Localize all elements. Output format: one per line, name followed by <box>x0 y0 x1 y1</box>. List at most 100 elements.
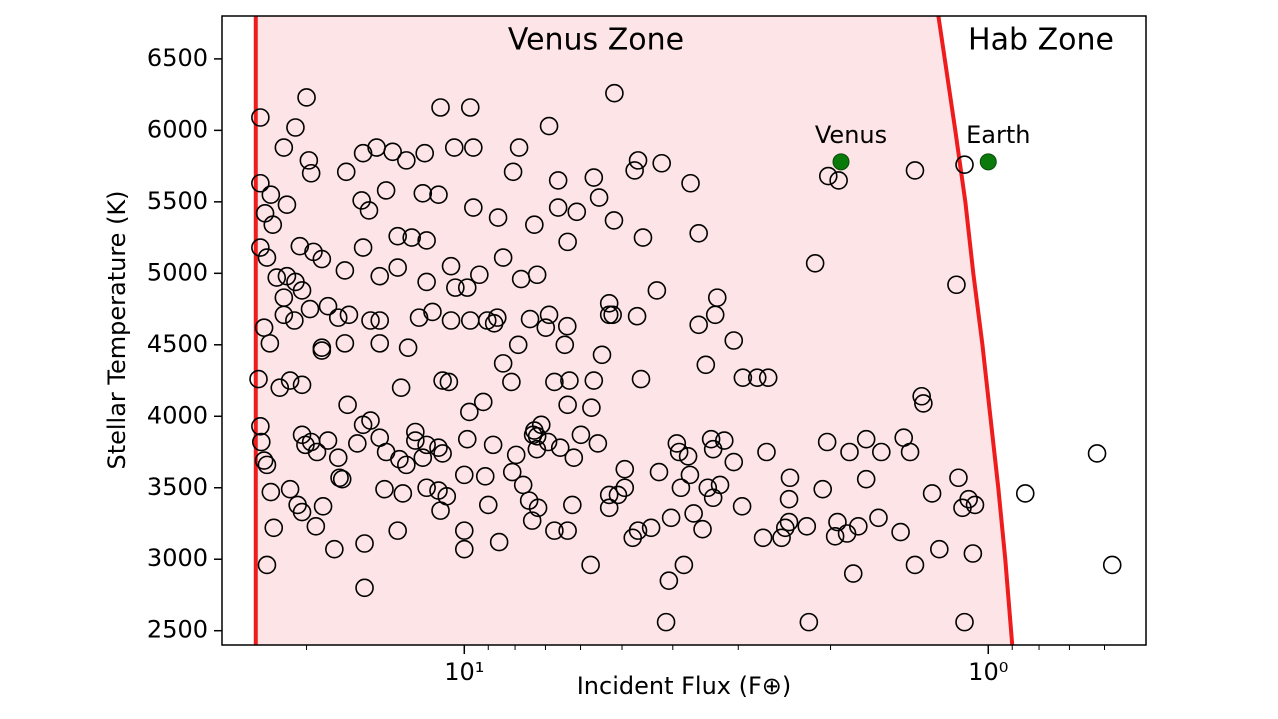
planet-marker <box>325 539 344 559</box>
zone-boundary <box>936 16 1015 645</box>
planet-marker <box>254 451 274 470</box>
planet-marker <box>558 232 577 252</box>
planet-marker <box>280 479 300 499</box>
planet-marker <box>799 612 819 632</box>
planet-marker <box>332 469 352 489</box>
y-tick-label: 6500 <box>147 44 208 72</box>
planet-marker <box>330 468 349 488</box>
planet-marker <box>671 478 691 498</box>
planet-marker <box>828 512 847 532</box>
planet-marker <box>470 265 489 285</box>
planet-marker <box>522 511 542 530</box>
planet-marker <box>328 308 348 327</box>
planet-marker <box>402 228 421 247</box>
planet-marker <box>528 498 548 518</box>
planet-marker <box>417 272 436 292</box>
planet-marker <box>328 448 348 468</box>
planet-marker <box>949 468 968 488</box>
planet-marker <box>318 296 338 316</box>
planet-marker <box>353 143 373 163</box>
planet-marker <box>335 261 355 280</box>
planet-marker <box>335 334 355 353</box>
planet-marker <box>965 495 985 515</box>
planet-marker <box>527 426 547 446</box>
planet-marker <box>963 544 983 563</box>
planet-marker <box>483 435 503 455</box>
planet-marker <box>678 446 698 466</box>
planet-marker <box>599 485 619 505</box>
planet-marker <box>631 369 651 389</box>
planet-marker <box>693 519 712 539</box>
planet-marker <box>589 188 609 207</box>
planet-marker <box>257 555 277 575</box>
planet-marker <box>313 497 333 516</box>
planet-marker <box>249 369 268 389</box>
zone-label: Hab Zone <box>968 23 1114 58</box>
planet-marker <box>588 434 608 453</box>
planet-marker <box>829 171 848 190</box>
planet-marker <box>361 311 380 330</box>
planet-marker <box>370 266 390 286</box>
planet-marker <box>415 143 435 163</box>
planet-marker <box>818 166 838 186</box>
planet-marker <box>732 497 752 516</box>
planet-marker <box>478 495 498 515</box>
planet-marker <box>383 142 402 162</box>
planet-marker <box>758 368 778 387</box>
planet-marker <box>724 452 744 472</box>
planet-marker <box>312 249 332 269</box>
planet-marker <box>656 612 676 632</box>
planet-marker <box>661 508 681 528</box>
planet-marker <box>780 468 800 488</box>
planet-marker <box>312 341 332 360</box>
planet-marker <box>560 371 579 390</box>
planet-marker <box>825 527 845 546</box>
planet-marker <box>433 371 452 390</box>
planet-marker <box>280 371 300 390</box>
planet-marker <box>696 355 716 375</box>
planet-marker <box>473 392 493 412</box>
planet-marker <box>397 151 416 170</box>
planet-marker <box>817 432 837 452</box>
y-tick-label: 3000 <box>147 544 208 572</box>
planet-marker <box>260 334 280 353</box>
planet-marker <box>599 498 619 518</box>
planet-marker <box>292 502 312 522</box>
planet-marker <box>856 429 876 449</box>
planet-marker <box>413 183 433 203</box>
planet-marker <box>460 98 480 117</box>
planet-marker <box>457 429 477 449</box>
planet-marker <box>460 402 479 422</box>
planet-marker <box>292 281 312 300</box>
planet-marker <box>1087 444 1107 463</box>
planet-marker <box>558 395 577 415</box>
planet-marker <box>649 462 669 482</box>
planet-marker <box>506 445 526 465</box>
y-tick-label: 5000 <box>147 258 208 286</box>
planet-marker <box>391 378 411 397</box>
planet-marker <box>444 138 464 157</box>
y-tick-label: 5500 <box>147 187 208 215</box>
planet-marker <box>849 517 868 536</box>
planet-marker <box>274 138 294 157</box>
y-tick-label: 4500 <box>147 330 208 358</box>
planet-marker <box>772 528 791 548</box>
planet-marker <box>681 173 700 193</box>
planet-marker <box>914 394 933 413</box>
y-tick-label: 2500 <box>147 616 208 644</box>
planet-marker <box>488 208 508 227</box>
planet-marker <box>429 185 448 204</box>
planet-marker <box>599 305 619 325</box>
planet-marker <box>592 345 612 365</box>
planet-marker <box>454 539 474 559</box>
planet-marker <box>608 485 628 505</box>
planet-marker <box>417 478 436 498</box>
highlight-point <box>979 153 997 171</box>
planet-marker <box>355 578 374 598</box>
planet-marker <box>413 448 433 468</box>
planet-marker <box>539 305 559 325</box>
planet-marker <box>545 521 564 540</box>
planet-marker <box>701 429 721 449</box>
planet-marker <box>698 478 718 498</box>
planet-marker <box>527 439 547 459</box>
